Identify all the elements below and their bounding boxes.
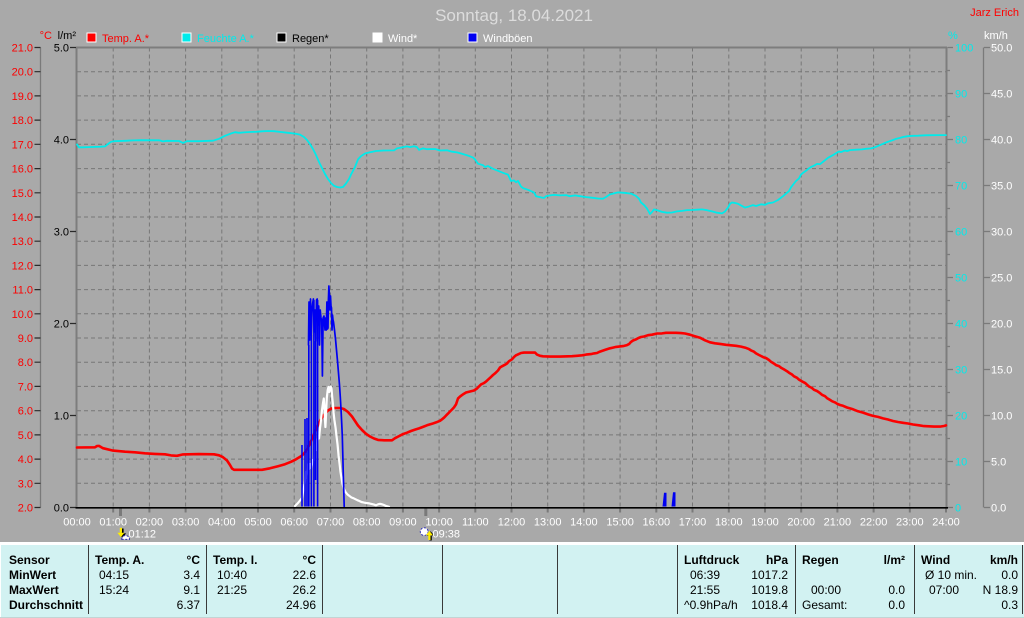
svg-text:2.0: 2.0 [18,503,33,515]
svg-text:10.0: 10.0 [991,411,1012,423]
svg-text:06:00: 06:00 [280,517,308,529]
svg-text:10:00: 10:00 [425,517,453,529]
svg-text:7.0: 7.0 [18,381,33,393]
svg-text:1.0: 1.0 [54,411,69,423]
svg-text:30: 30 [955,365,967,377]
svg-text:40.0: 40.0 [991,135,1012,147]
svg-text:°C: °C [40,30,52,42]
svg-text:4.0: 4.0 [18,454,33,466]
svg-text:14.0: 14.0 [12,212,33,224]
svg-text:50: 50 [955,273,967,285]
svg-text:80: 80 [955,135,967,147]
svg-text:01:12: 01:12 [129,529,157,541]
svg-text:00:00: 00:00 [63,517,91,529]
svg-text:19:00: 19:00 [751,517,779,529]
svg-text:20: 20 [955,411,967,423]
svg-text:60: 60 [955,227,967,239]
svg-text:2.0: 2.0 [54,319,69,331]
svg-text:l/m²: l/m² [58,30,77,42]
svg-text:Sonntag, 18.04.2021: Sonntag, 18.04.2021 [435,6,593,25]
svg-text:3.0: 3.0 [18,478,33,490]
svg-text:0.0: 0.0 [54,503,69,515]
svg-text:6.0: 6.0 [18,406,33,418]
svg-text:8.0: 8.0 [18,357,33,369]
svg-text:4.0: 4.0 [54,135,69,147]
svg-text:08:00: 08:00 [353,517,381,529]
svg-text:21.0: 21.0 [12,43,33,55]
svg-text:09:00: 09:00 [389,517,417,529]
svg-text:15.0: 15.0 [12,188,33,200]
svg-text:11:00: 11:00 [462,517,489,529]
svg-text:Windböen: Windböen [483,33,533,45]
svg-text:50.0: 50.0 [991,43,1012,55]
svg-text:21:00: 21:00 [824,517,852,529]
svg-text:20.0: 20.0 [12,67,33,79]
svg-text:Temp. A.*: Temp. A.* [102,33,150,45]
svg-text:100: 100 [955,43,973,55]
svg-text:17.0: 17.0 [12,139,33,151]
svg-text:3.0: 3.0 [54,227,69,239]
svg-text:25.0: 25.0 [991,273,1012,285]
svg-text:Wind*: Wind* [388,33,418,45]
svg-text:0: 0 [955,503,961,515]
svg-text:Feuchte A.*: Feuchte A.* [197,33,255,45]
svg-text:22:00: 22:00 [860,517,888,529]
svg-text:Regen*: Regen* [292,33,329,45]
svg-text:20:00: 20:00 [787,517,815,529]
svg-text:18:00: 18:00 [715,517,743,529]
svg-text:09:38: 09:38 [433,529,461,541]
svg-text:30.0: 30.0 [991,227,1012,239]
svg-text:20.0: 20.0 [991,319,1012,331]
svg-text:24:00: 24:00 [932,517,960,529]
svg-text:03:00: 03:00 [172,517,200,529]
svg-text:10: 10 [955,457,967,469]
svg-text:15:00: 15:00 [606,517,634,529]
svg-text:23:00: 23:00 [896,517,924,529]
svg-text:0.0: 0.0 [991,503,1006,515]
svg-text:5.0: 5.0 [54,43,69,55]
svg-text:%: % [948,30,958,42]
svg-text:12:00: 12:00 [498,517,526,529]
svg-text:45.0: 45.0 [991,89,1012,101]
svg-text:40: 40 [955,319,967,331]
svg-text:04:00: 04:00 [208,517,236,529]
svg-text:5.0: 5.0 [18,430,33,442]
svg-text:12.0: 12.0 [12,260,33,272]
svg-text:10.0: 10.0 [12,309,33,321]
svg-text:14:00: 14:00 [570,517,598,529]
svg-text:35.0: 35.0 [991,181,1012,193]
svg-text:5.0: 5.0 [991,457,1006,469]
svg-text:km/h: km/h [984,30,1008,42]
svg-text:02:00: 02:00 [136,517,164,529]
svg-text:90: 90 [955,89,967,101]
svg-text:13:00: 13:00 [534,517,562,529]
svg-text:07:00: 07:00 [317,517,345,529]
svg-text:16:00: 16:00 [643,517,671,529]
svg-text:15.0: 15.0 [991,365,1012,377]
svg-text:16.0: 16.0 [12,164,33,176]
svg-text:17:00: 17:00 [679,517,707,529]
svg-text:19.0: 19.0 [12,91,33,103]
svg-text:11.0: 11.0 [12,285,33,297]
svg-text:05:00: 05:00 [244,517,272,529]
svg-text:01:00: 01:00 [99,517,127,529]
svg-text:18.0: 18.0 [12,115,33,127]
svg-text:9.0: 9.0 [18,333,33,345]
svg-text:70: 70 [955,181,967,193]
svg-text:Jarz Erich: Jarz Erich [970,7,1019,19]
svg-text:13.0: 13.0 [12,236,33,248]
